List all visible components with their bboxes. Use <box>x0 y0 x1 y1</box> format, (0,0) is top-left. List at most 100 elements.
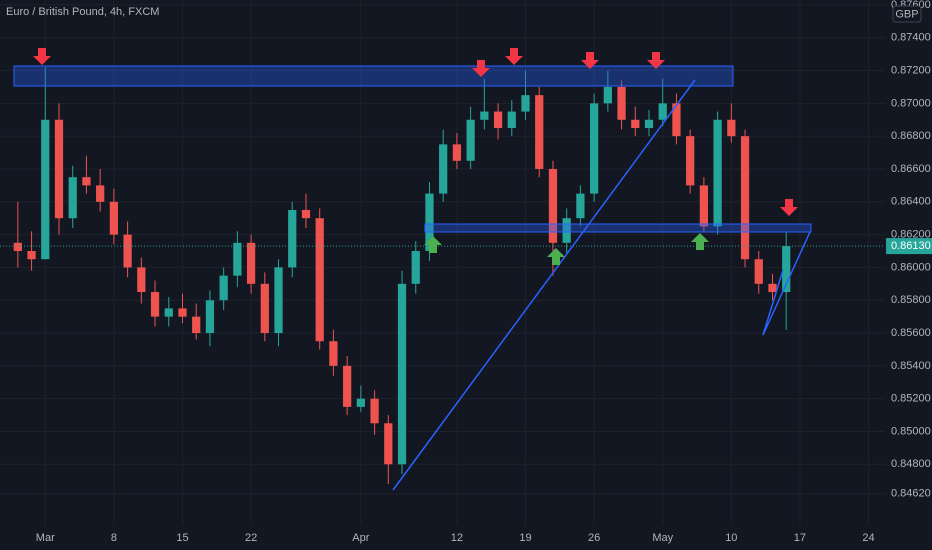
candle-body <box>205 300 215 334</box>
down-arrow <box>647 52 665 69</box>
candles <box>0 67 885 484</box>
x-tick-label: 19 <box>519 532 531 544</box>
currency-label: GBP <box>895 8 918 20</box>
candle-body <box>576 193 585 219</box>
y-tick-label: 0.86600 <box>891 163 931 175</box>
candle-body <box>644 119 654 128</box>
candle-body <box>439 144 448 194</box>
candle-body <box>301 210 311 219</box>
candle-body <box>96 185 105 202</box>
candle-body <box>192 316 201 334</box>
candle-body <box>727 119 736 137</box>
candle-body <box>699 185 708 227</box>
candle-body <box>740 136 750 260</box>
resistance-zone <box>13 65 734 87</box>
candle-body <box>274 267 283 334</box>
x-tick-label: 8 <box>111 532 117 544</box>
x-tick-label: 17 <box>794 532 806 544</box>
down-arrow <box>33 48 51 65</box>
candle-body <box>686 136 695 186</box>
candle-body <box>631 119 640 128</box>
last-price-label: 0.86130 <box>891 240 931 252</box>
up-arrow <box>691 233 709 250</box>
y-tick-label: 0.85400 <box>891 360 931 372</box>
x-tick-label: 12 <box>451 532 463 544</box>
candle-body <box>370 398 379 424</box>
y-tick-label: 0.87200 <box>891 64 931 76</box>
candle-body <box>384 423 393 465</box>
candle-body <box>109 201 118 235</box>
x-tick-label: 24 <box>862 532 874 544</box>
y-tick-label: 0.85000 <box>891 425 931 437</box>
candle-body <box>713 119 722 227</box>
x-tick-label: Apr <box>352 532 369 544</box>
y-tick-label: 0.84620 <box>891 488 931 500</box>
down-arrow <box>780 199 798 216</box>
candle-body <box>164 308 173 317</box>
last-price-badge <box>886 238 932 255</box>
candle-body <box>343 365 352 407</box>
down-arrow <box>472 60 490 77</box>
candle-body <box>246 242 256 284</box>
candle-body <box>397 283 407 465</box>
candle-body <box>493 111 503 128</box>
candle-body <box>233 242 242 276</box>
candle-body <box>123 234 132 268</box>
chart-title: Euro / British Pound, 4h, FXCM <box>6 6 159 18</box>
y-tick-label: 0.87400 <box>891 32 931 44</box>
down-arrow <box>505 48 523 65</box>
candle-body <box>535 95 544 169</box>
candle-body <box>288 210 297 268</box>
price-axis-bg <box>885 0 932 550</box>
up-arrow <box>547 248 565 265</box>
y-tick-label: 0.84800 <box>891 458 931 470</box>
currency-badge <box>892 5 922 23</box>
x-tick-label: 22 <box>245 532 257 544</box>
x-tick-label: 15 <box>176 532 188 544</box>
x-tick-label: 10 <box>725 532 737 544</box>
candle-body <box>425 193 434 252</box>
candle-body <box>590 103 599 194</box>
y-tick-label: 0.86800 <box>891 130 931 142</box>
trend-line <box>392 79 696 491</box>
y-tick-label: 0.86400 <box>891 196 931 208</box>
candle-body <box>507 111 516 128</box>
candle-body <box>54 119 64 219</box>
x-tick-label: Mar <box>36 532 55 544</box>
candle-body <box>260 283 269 334</box>
x-tick-label: 26 <box>588 532 600 544</box>
support-zone <box>424 223 812 233</box>
candle-body <box>150 292 160 317</box>
candle-body <box>68 177 77 219</box>
drawings <box>13 48 812 491</box>
candle-body <box>672 103 681 137</box>
candle-body <box>782 246 791 293</box>
candle-body <box>411 251 420 284</box>
candle-body <box>329 341 338 366</box>
grid <box>0 0 885 525</box>
time-axis-bg <box>0 525 932 550</box>
candle-body <box>82 177 91 186</box>
down-arrow <box>581 52 599 69</box>
buy-arrows <box>424 233 709 265</box>
candle-body <box>219 275 228 301</box>
trend-line <box>762 231 811 336</box>
x-tick-label: May <box>652 532 673 544</box>
candle-body <box>658 103 667 120</box>
candle-body <box>617 86 626 120</box>
y-tick-label: 0.85200 <box>891 393 931 405</box>
trend-line <box>762 269 784 336</box>
candle-body <box>13 242 22 252</box>
candle-body <box>548 168 558 243</box>
y-tick-label: 0.87000 <box>891 97 931 109</box>
y-tick-label: 0.87600 <box>891 0 931 11</box>
sell-arrows <box>33 48 798 216</box>
candle-body <box>315 218 324 342</box>
candle-body <box>41 119 50 260</box>
candle-body <box>466 119 475 161</box>
candle-body <box>754 259 763 284</box>
up-arrow <box>424 236 442 253</box>
